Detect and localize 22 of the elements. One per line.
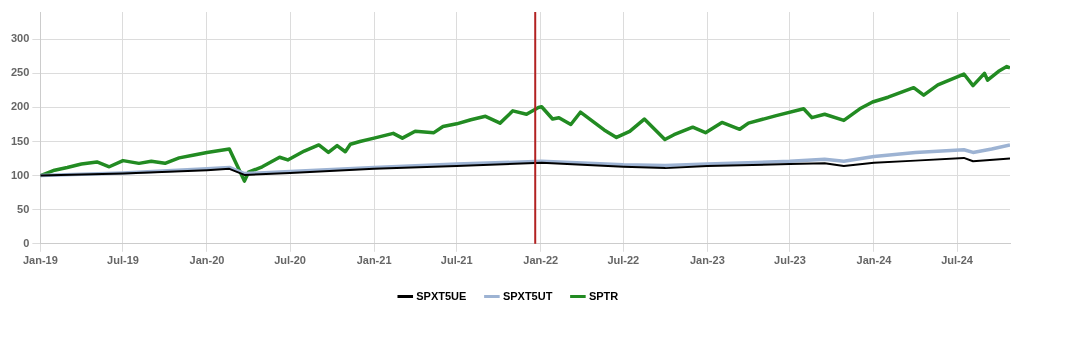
x-tick-label: Jan-24 bbox=[856, 254, 893, 267]
y-tick-label: 50 bbox=[17, 202, 30, 215]
x-tick-label: Jul-22 bbox=[607, 254, 640, 267]
y-tick-label: 150 bbox=[10, 134, 30, 147]
x-tick-label: Jul-21 bbox=[440, 254, 473, 267]
y-tick-label: 250 bbox=[10, 66, 30, 79]
x-tick-label: Jul-23 bbox=[774, 254, 806, 267]
legend-label: SPXT5UE bbox=[416, 289, 467, 302]
y-tick-label: 0 bbox=[23, 236, 30, 249]
x-tick-label: Jul-20 bbox=[274, 254, 306, 267]
legend-label: SPTR bbox=[588, 289, 619, 302]
y-tick-label: 100 bbox=[10, 168, 30, 181]
x-tick-label: Jan-20 bbox=[189, 254, 225, 267]
x-tick-label: Jan-19 bbox=[22, 254, 58, 267]
x-tick-label: Jan-21 bbox=[356, 254, 392, 267]
x-tick-label: Jan-23 bbox=[689, 254, 725, 267]
legend-label: SPXT5UT bbox=[502, 289, 553, 302]
x-tick-label: Jan-22 bbox=[523, 254, 559, 267]
y-tick-label: 300 bbox=[10, 32, 30, 45]
y-tick-label: 200 bbox=[10, 100, 30, 113]
x-tick-label: Jul-19 bbox=[107, 254, 139, 267]
x-tick-label: Jul-24 bbox=[941, 254, 974, 267]
